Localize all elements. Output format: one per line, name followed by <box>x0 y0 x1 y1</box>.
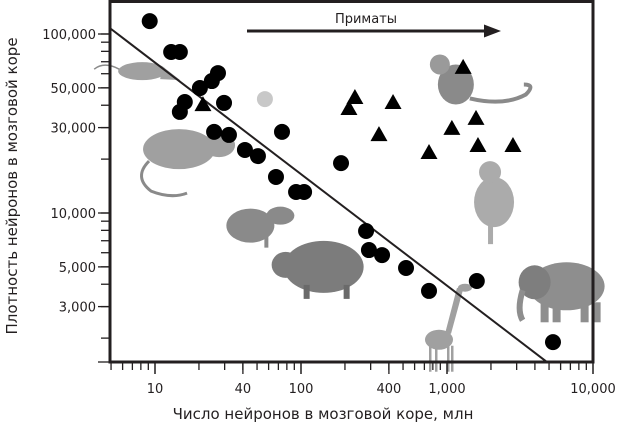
data-point-triangle <box>467 109 485 125</box>
data-point-circle <box>273 123 290 140</box>
primates-label: Приматы <box>335 12 397 27</box>
data-point-triangle <box>504 136 522 152</box>
data-point-circle <box>171 44 188 61</box>
x-tick-label: 40 <box>235 382 252 397</box>
data-point-circle <box>267 168 284 185</box>
y-axis-ticks: 100,000 50,000 30,000 10,000 5,000 3,000 <box>42 28 110 339</box>
y-tick-label: 30,000 <box>51 122 97 137</box>
y-tick-label: 50,000 <box>51 82 97 97</box>
data-point-circle <box>544 334 561 351</box>
data-point-circle <box>296 184 313 201</box>
data-point-circle <box>206 123 223 140</box>
data-point-circle <box>249 148 266 165</box>
data-point-triangle <box>469 136 487 152</box>
data-point-circle <box>171 103 188 120</box>
data-point-triangle <box>370 126 388 142</box>
data-point-circle <box>209 65 226 82</box>
data-points <box>141 13 561 351</box>
data-point-triangle <box>346 88 364 104</box>
y-tick-label: 5,000 <box>59 261 96 276</box>
y-tick-label: 3,000 <box>59 301 96 316</box>
y-axis-title: Плотность нейронов в мозговой коре <box>3 37 21 334</box>
data-point-triangle <box>384 93 402 109</box>
data-point-circle <box>191 80 208 97</box>
data-point-circle <box>468 272 485 289</box>
data-point-circle <box>374 247 391 264</box>
arrow-head-icon <box>484 24 501 38</box>
data-point-circle <box>333 155 350 172</box>
data-point-triangle <box>340 100 358 116</box>
x-tick-label: 100 <box>289 382 314 397</box>
data-point-circle <box>360 242 377 259</box>
data-point-triangle <box>443 119 461 135</box>
data-point-circle <box>256 91 273 108</box>
data-point-triangle <box>420 144 438 160</box>
x-tick-label: 10 <box>147 382 164 397</box>
primates-annotation: Приматы <box>247 12 501 38</box>
data-point-circle <box>216 94 233 111</box>
data-point-circle <box>220 126 237 143</box>
data-point-triangle <box>454 58 472 74</box>
data-point-circle <box>421 282 438 299</box>
x-tick-label: 400 <box>376 382 401 397</box>
data-point-circle <box>398 259 415 276</box>
trend-line <box>109 27 548 363</box>
x-axis-ticks: 10 40 100 400 1,000 10,000 <box>98 361 616 397</box>
data-point-circle <box>358 223 375 240</box>
data-point-circle <box>236 141 253 158</box>
y-tick-label: 10,000 <box>51 207 97 222</box>
plot-frame <box>108 0 595 364</box>
y-tick-label: 100,000 <box>42 28 96 43</box>
x-axis-title: Число нейронов в мозговой коре, млн <box>173 405 474 423</box>
x-tick-label: 1,000 <box>428 382 465 397</box>
animal-illustrations <box>93 54 605 372</box>
data-point-triangle <box>194 96 212 112</box>
x-tick-label: 10,000 <box>570 382 616 397</box>
data-point-circle <box>141 13 158 30</box>
